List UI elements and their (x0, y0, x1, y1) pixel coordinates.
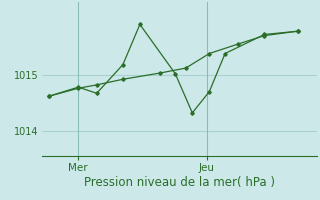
X-axis label: Pression niveau de la mer( hPa ): Pression niveau de la mer( hPa ) (84, 176, 275, 189)
